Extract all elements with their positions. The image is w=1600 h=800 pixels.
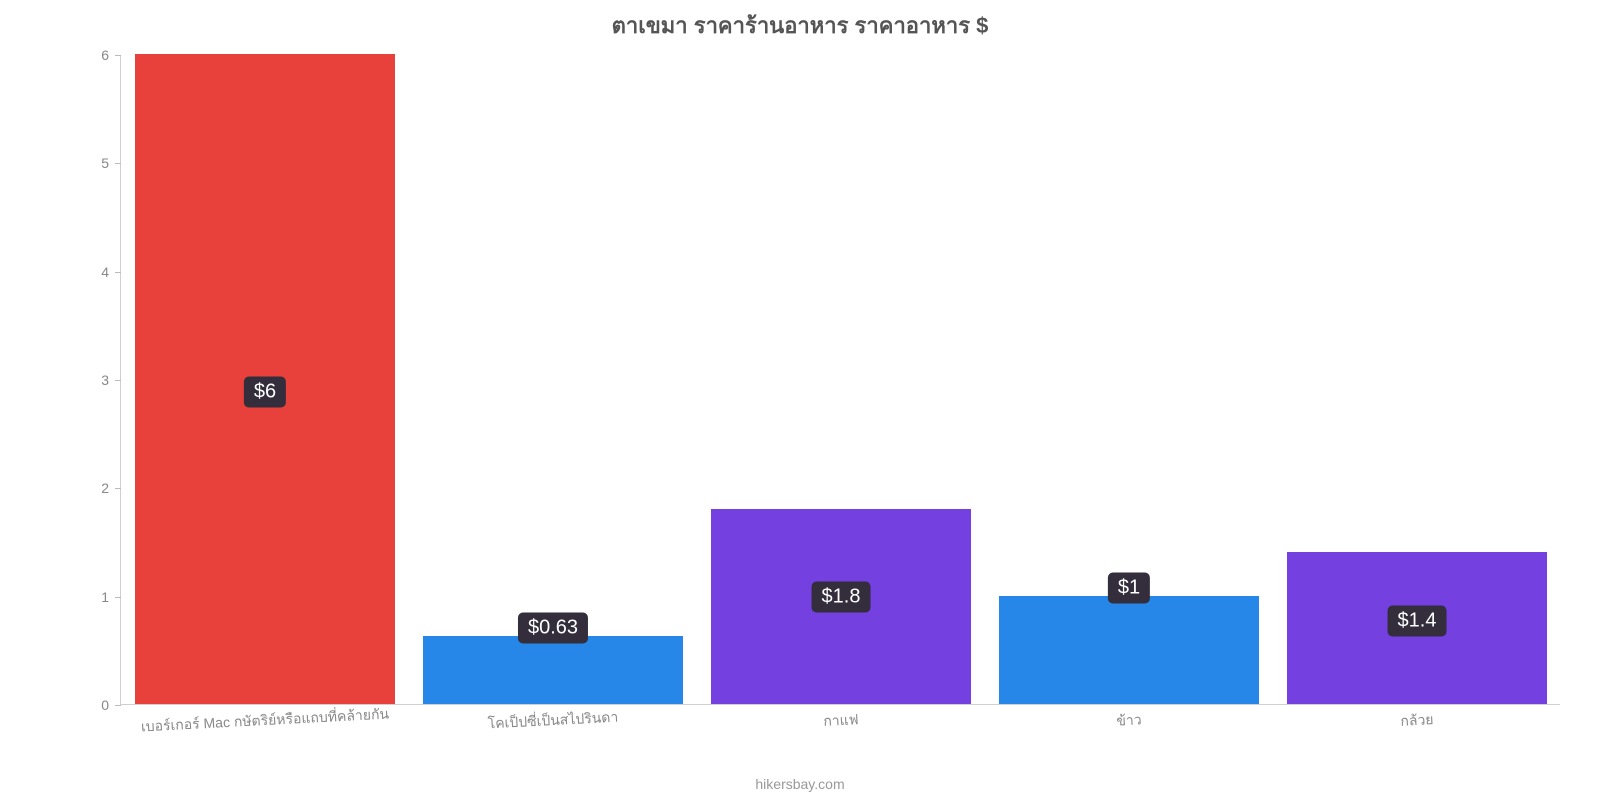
y-tick-mark [115,705,121,706]
category-label: ข้าว [1116,709,1142,732]
value-badge: $1 [1108,572,1150,603]
chart-title: ตาเขมา ราคาร้านอาหาร ราคาอาหาร $ [0,8,1600,43]
bar-chart: ตาเขมา ราคาร้านอาหาร ราคาอาหาร $ 0123456… [0,0,1600,800]
y-tick-mark [115,163,121,164]
value-badge: $1.4 [1388,605,1447,636]
category-label: กล้วย [1400,709,1434,733]
bar: $1.8 [711,509,970,704]
category-label: โคเป็ปซี่เป็นสไปรินดา [487,707,619,736]
y-tick-mark [115,380,121,381]
value-badge: $1.8 [812,581,871,612]
bar: $6 [135,54,394,704]
category-label: เบอร์เกอร์ Mac กษัตริย์หรือแถบที่คล้ายกั… [140,704,389,739]
y-tick-mark [115,488,121,489]
bar: $0.63 [423,636,682,704]
attribution: hikersbay.com [0,776,1600,792]
y-tick-mark [115,272,121,273]
value-badge: $6 [244,377,286,408]
y-tick-mark [115,597,121,598]
plot-area: 0123456$6เบอร์เกอร์ Mac กษัตริย์หรือแถบท… [120,55,1560,705]
category-label: กาแฟ [823,709,859,733]
y-tick-mark [115,55,121,56]
value-badge: $0.63 [518,612,588,643]
bar: $1.4 [1287,552,1546,704]
bar: $1 [999,596,1258,704]
